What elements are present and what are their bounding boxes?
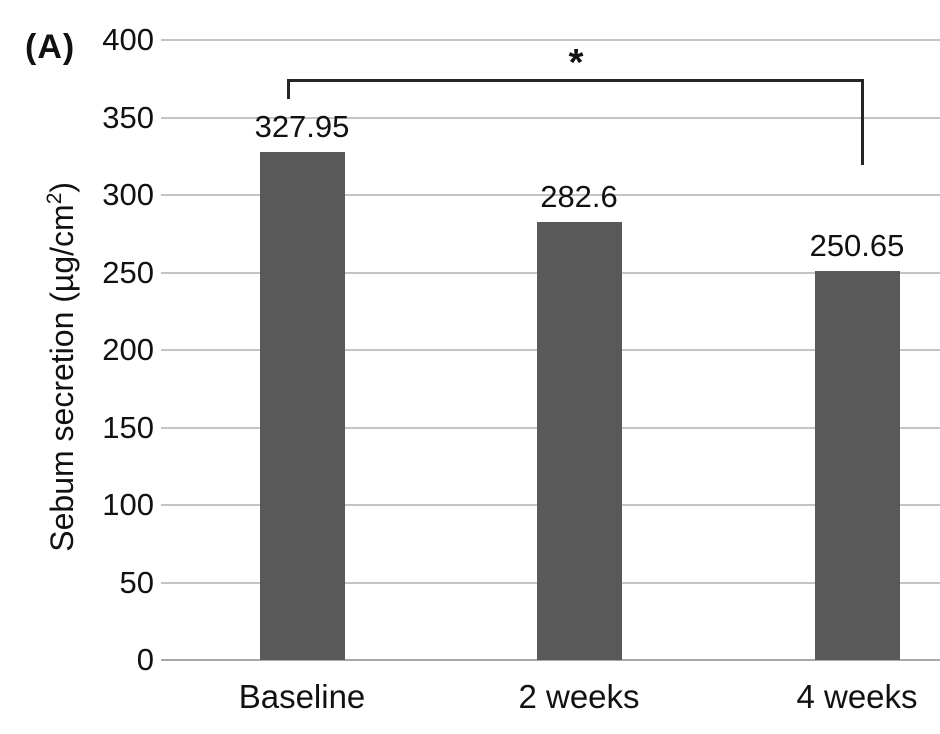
significance-bracket-left-tick [287,79,290,99]
y-axis-title-superscript: 2 [43,192,67,205]
y-axis-title: Sebum secretion (µg/cm2) [43,137,81,597]
y-tick-label: 350 [102,99,154,135]
y-tick-label: 200 [102,332,154,367]
y-axis-title-close: ) [43,181,80,193]
y-axis-title-text: Sebum secretion (µg/cm [43,204,80,552]
y-tick-label: 150 [102,409,154,445]
x-category-label: Baseline [238,678,366,715]
bar-4-weeks [814,271,900,660]
bar-2-weeks [536,221,622,660]
y-tick-label: 0 [136,642,154,677]
x-category-label: 2 weeks [518,678,640,715]
bar-value-label: 327.95 [254,108,350,144]
y-tick-label: 400 [102,22,154,57]
bar-value-label: 250.65 [809,228,905,264]
panel-label: (A) [25,28,76,66]
y-tick-label: 50 [119,564,154,600]
bar-baseline [259,151,345,660]
y-gridline [161,39,940,41]
bar-value-label: 282.6 [540,178,618,214]
y-gridline [161,116,940,119]
significance-bracket-right-tick [861,79,864,165]
y-tick-label: 300 [102,177,154,212]
y-tick-label: 250 [102,254,154,290]
significance-bracket-horizontal [287,79,864,82]
y-gridline [161,194,940,196]
x-axis-line [161,659,940,661]
significance-asterisk: * [568,42,584,84]
x-category-label: 4 weeks [796,678,918,715]
y-tick-label: 100 [102,487,154,522]
